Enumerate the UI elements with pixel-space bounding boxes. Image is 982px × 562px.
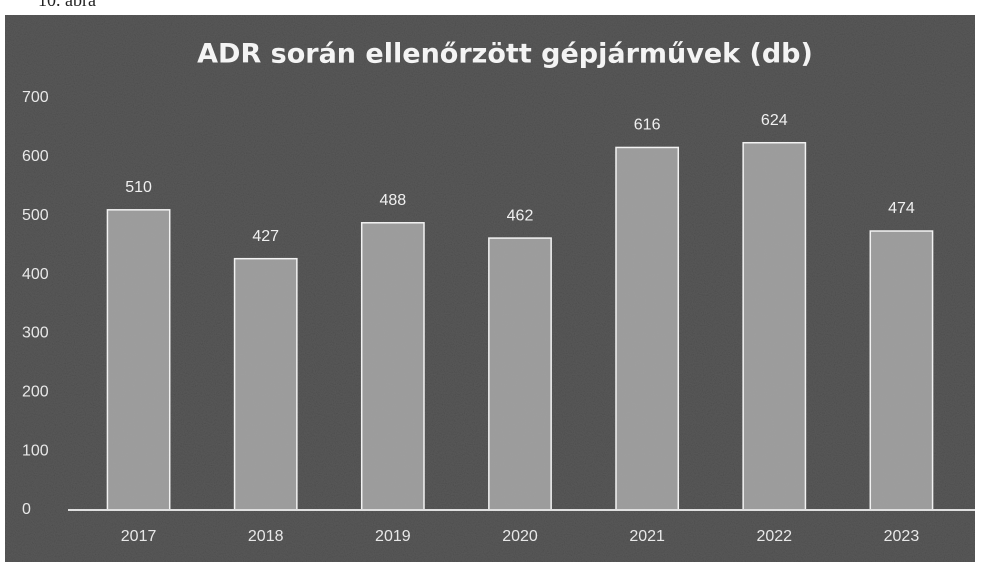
x-tick-label: 2022	[756, 528, 792, 545]
plot-area: 0 100 200 300 400 500 600 700 2017 510 2018 427 2019…	[22, 89, 934, 545]
y-tick-label: 600	[22, 148, 49, 165]
y-tick-label: 100	[22, 442, 49, 459]
x-tick-label: 2019	[375, 528, 411, 545]
y-tick-label: 700	[22, 89, 49, 106]
x-tick-label: 2021	[629, 528, 665, 545]
bar	[233, 257, 298, 511]
bar	[869, 230, 934, 511]
bar	[488, 237, 552, 511]
y-tick-label: 0	[22, 501, 31, 518]
bar	[615, 146, 680, 511]
data-label: 488	[380, 192, 407, 209]
bar	[360, 222, 425, 511]
bar	[106, 209, 171, 511]
y-tick-label: 500	[22, 207, 49, 224]
x-tick-label: 2017	[121, 528, 157, 545]
x-tick-label: 2023	[884, 528, 920, 545]
figure-caption: 10. ábra	[38, 0, 96, 10]
data-label: 474	[888, 200, 915, 217]
data-label: 510	[125, 179, 152, 196]
y-tick-label: 400	[22, 266, 49, 283]
data-label: 616	[634, 117, 661, 134]
x-tick-label: 2018	[248, 528, 284, 545]
data-label: 624	[761, 112, 788, 129]
chart-title: ADR során ellenőrzött gépjárművek (db)	[197, 39, 813, 70]
y-tick-label: 200	[22, 384, 49, 401]
bar	[742, 141, 807, 511]
y-tick-label: 300	[22, 325, 49, 342]
data-label: 427	[252, 228, 279, 245]
data-label: 462	[507, 207, 534, 224]
x-tick-label: 2020	[502, 528, 538, 545]
